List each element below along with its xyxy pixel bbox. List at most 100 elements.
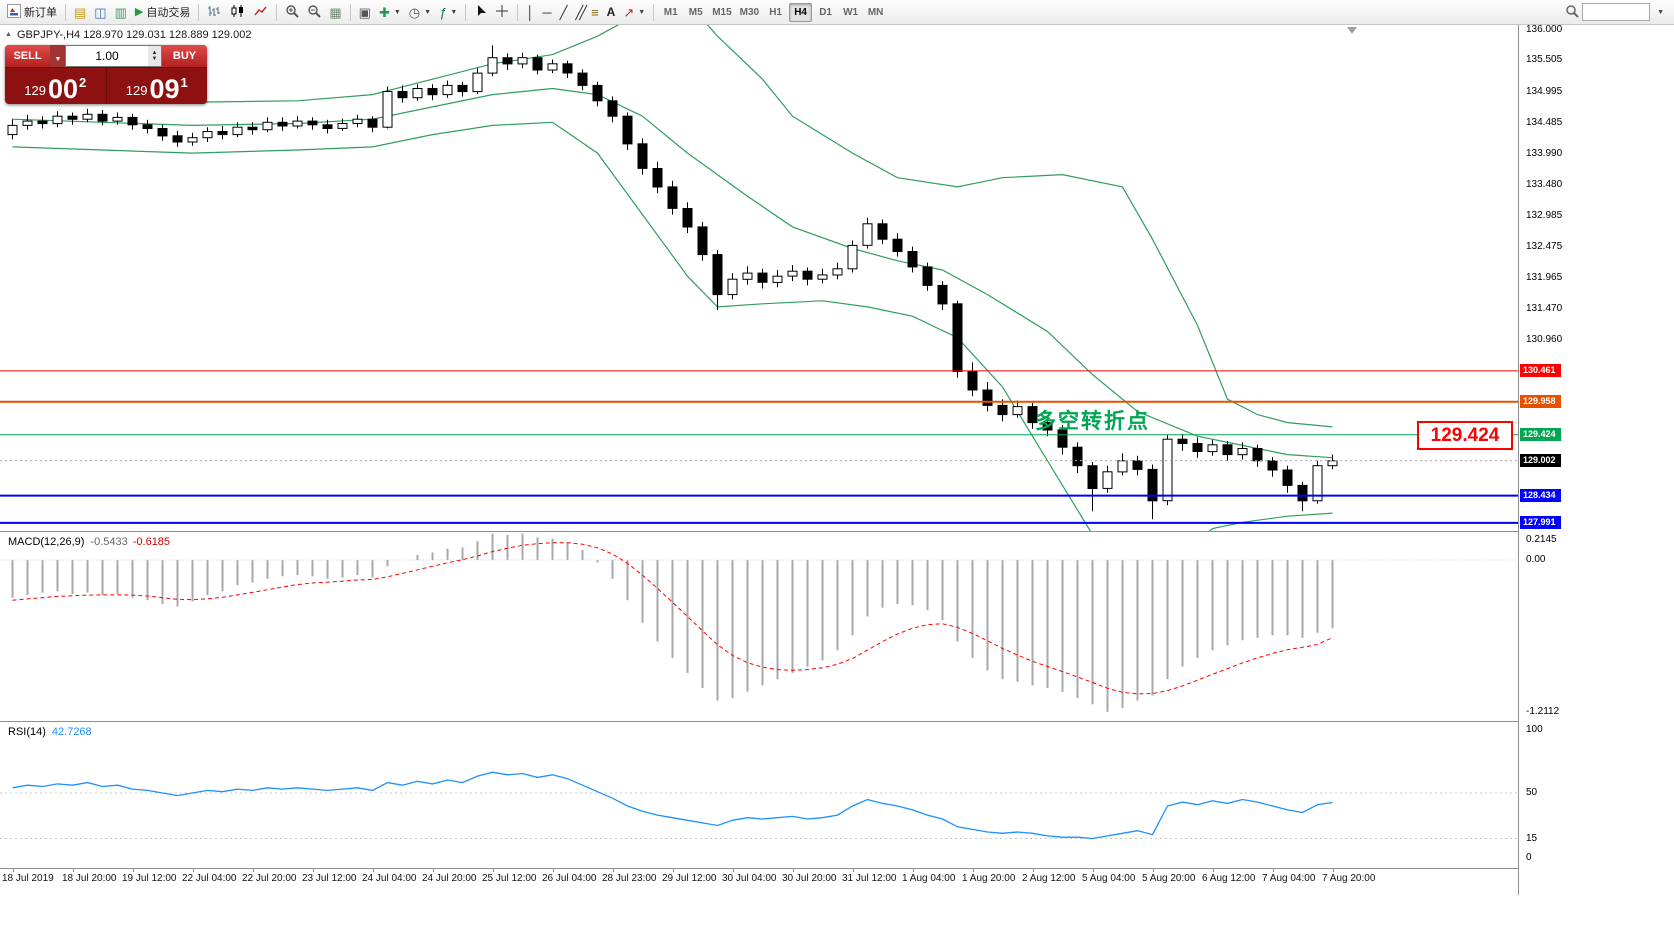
arrows-tool-button[interactable]: ↗ ▼ [619,2,649,23]
volume-stepper[interactable]: ▲ ▼ [148,46,161,66]
time-axis-label: 7 Aug 04:00 [1262,873,1316,884]
stepper-down-icon: ▼ [151,56,158,62]
zoom-out-button[interactable] [303,2,325,23]
terminal-button[interactable]: ▥ [111,2,131,23]
buy-button[interactable]: BUY [162,45,207,67]
panel-separator[interactable] [0,721,1674,722]
macd-chart[interactable] [0,532,1518,721]
toolbar-separator [465,3,467,21]
time-axis-label: 28 Jul 23:00 [602,873,657,884]
price-chart[interactable] [0,25,1518,531]
horizontal-line-button[interactable]: ─ [538,2,555,23]
candle-body [442,84,453,96]
search-dropdown-button[interactable]: ▼ [1653,2,1667,23]
time-axis-tick [373,869,374,872]
candle-body [247,126,258,131]
rsi-chart[interactable] [0,722,1518,868]
grid-button[interactable]: ▦ [325,2,345,23]
zoom-in-button[interactable] [281,2,303,23]
candle-body [817,274,828,280]
candle-body [7,124,18,136]
trendline-button[interactable]: ╱ [556,2,572,23]
time-axis-tick [1213,869,1214,872]
macd-name: MACD(12,26,9) [8,536,85,548]
new-order-button[interactable]: 新订单 [3,2,61,23]
candle-body [502,57,513,65]
rsi-axis-label: 15 [1526,833,1538,844]
candle-body [97,113,108,122]
timeframe-M1[interactable]: M1 [659,3,682,22]
candle-body [472,72,483,93]
market-watch-button[interactable]: ▤ [70,2,90,23]
time-axis-tick [673,869,674,872]
chart-candles-button[interactable] [226,2,249,23]
new-chart-button[interactable]: ✚ ▼ [375,2,405,23]
candlestick-chart-icon [230,4,245,20]
crosshair-button[interactable] [491,2,513,23]
timeframe-M5[interactable]: M5 [684,3,707,22]
price-tag-129.002: 129.002 [1520,454,1561,467]
chart-bars-button[interactable] [203,2,226,23]
rsi-label: RSI(14) 42.7268 [8,726,92,738]
candle-body [667,186,678,209]
time-axis-label: 22 Jul 20:00 [242,873,297,884]
price-axis-label: 133.990 [1526,148,1563,159]
buy-price-display[interactable]: 129 09 1 [105,68,208,104]
fibonacci-button[interactable]: ≡ [587,2,603,23]
vertical-line-button[interactable]: │ [522,2,538,23]
chart-annotation-text[interactable]: 多空转折点 [1035,410,1150,433]
search-input[interactable] [1582,3,1651,21]
candle-body [532,57,543,71]
candle-body [562,63,573,74]
timeframe-H4[interactable]: H4 [789,2,813,22]
candle-body [847,244,858,270]
sell-button[interactable]: SELL [5,45,50,67]
timeframe-M15[interactable]: M15 [709,3,734,22]
candle-body [1237,448,1248,456]
candle-body [727,278,738,296]
channel-button[interactable]: ╱╱ [571,2,587,23]
time-axis-tick [313,869,314,872]
time-axis-tick [613,869,614,872]
timeframe-H1[interactable]: H1 [764,3,787,22]
time-axis-tick [1273,869,1274,872]
candle-body [1312,465,1323,502]
tile-windows-button[interactable]: ▣ [355,2,375,23]
text-tool-icon: A [606,5,616,19]
time-axis[interactable]: 18 Jul 2019 18 Jul 20:00 19 Jul 12:00 22 Ju… [0,869,1518,895]
candle-body [277,121,288,127]
timeframe-W1[interactable]: W1 [839,3,862,22]
candle-body [232,126,243,136]
candle-body [382,91,393,128]
candle-body [937,284,948,305]
volume-input[interactable] [66,46,148,66]
vertical-line-icon: │ [526,4,535,20]
periods-button[interactable]: ◷ ▼ [405,2,435,23]
navigator-button[interactable]: ◫ [90,2,110,23]
indicators-button[interactable]: ƒ ▼ [435,2,461,23]
timeframe-MN[interactable]: MN [864,3,887,22]
timeframe-D1[interactable]: D1 [814,3,837,22]
price-callout-box[interactable]: 129.424 [1417,421,1513,450]
sell-price-display[interactable]: 129 00 2 [5,68,106,104]
navigator-icon: ◫ [94,4,107,20]
time-axis-tick [193,869,194,872]
cursor-button[interactable] [470,2,491,23]
chart-line-button[interactable] [249,2,272,23]
price-axis[interactable]: 136.000 135.505 134.995 134.485 133.990 133.4… [1518,24,1674,895]
candle-body [877,223,888,240]
text-tool-button[interactable]: A [603,2,620,23]
time-axis-tick [253,869,254,872]
candle-body [592,84,603,102]
time-axis-label: 6 Aug 12:00 [1202,873,1256,884]
autotrading-button[interactable]: ▶ 自动交易 [131,2,194,23]
chart-shift-marker[interactable] [1347,27,1357,34]
timeframe-M30[interactable]: M30 [737,3,762,22]
macd-axis-label: 0.2145 [1526,534,1557,545]
panel-separator[interactable] [0,531,1674,532]
chevron-down-icon: ▼ [54,55,62,63]
buy-price-sup: 1 [180,75,188,90]
time-axis-label: 1 Aug 20:00 [962,873,1016,884]
order-options-dropdown[interactable]: ▼ [50,45,65,67]
oneclick-collapse-icon[interactable]: ▲ [5,31,12,38]
